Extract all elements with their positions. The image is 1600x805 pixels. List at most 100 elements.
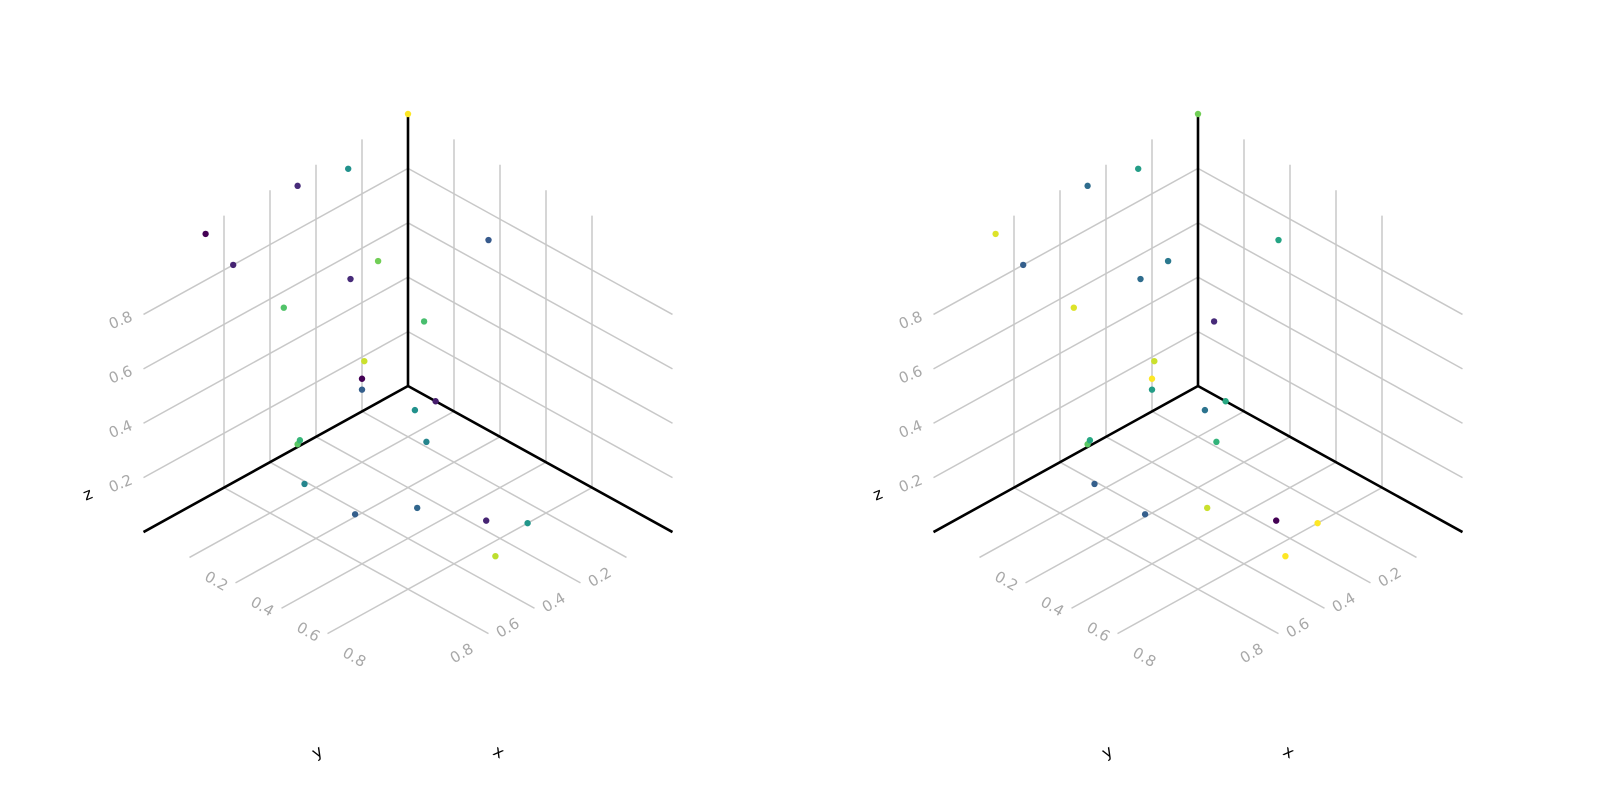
data-point xyxy=(361,357,368,365)
axes xyxy=(142,114,674,534)
grid-line xyxy=(1197,222,1463,370)
x-tick-label: 0.4 xyxy=(248,593,278,621)
data-point xyxy=(1148,375,1156,382)
x-tick-label: 0.8 xyxy=(1130,644,1160,672)
grid-line xyxy=(979,410,1245,559)
data-point xyxy=(1084,182,1091,190)
grid-lines xyxy=(933,139,1463,635)
grid-line xyxy=(407,330,673,479)
axes xyxy=(932,114,1464,534)
data-point xyxy=(404,110,412,118)
x-axis-line xyxy=(407,384,674,534)
data-point xyxy=(1222,398,1229,405)
y-axis-label: y xyxy=(308,741,326,762)
data-point xyxy=(1148,386,1156,393)
data-point xyxy=(1282,552,1289,560)
z-axis-label: z xyxy=(80,484,95,505)
data-points xyxy=(992,110,1321,560)
grid-line xyxy=(235,436,501,584)
y-axis-label: y xyxy=(1098,741,1116,762)
data-point xyxy=(1135,165,1142,172)
grid-line xyxy=(1059,461,1325,609)
grid-line xyxy=(223,486,489,635)
y-tick-label: 0.4 xyxy=(1329,589,1359,617)
data-point xyxy=(280,304,287,311)
data-point xyxy=(294,182,301,190)
tick-labels: 0.2 0.4 0.6 0.8 0.2 0.4 0.6 0.8 0.2 0.4 0.6 0.8 xyxy=(106,307,614,671)
y-tick-label: 0.2 xyxy=(1375,563,1405,591)
z-axis-label: z xyxy=(870,484,885,505)
y-tick-label: 0.6 xyxy=(1283,614,1313,642)
tick-labels: 0.2 0.4 0.6 0.8 0.2 0.4 0.6 0.8 0.2 0.4 0.6 0.8 xyxy=(896,307,1404,671)
grid-line xyxy=(269,461,535,609)
grid-line xyxy=(1105,436,1371,584)
grid-line xyxy=(1025,436,1291,584)
grid-line xyxy=(327,486,593,635)
z-tick-label: 0.4 xyxy=(896,416,925,442)
z-tick-label: 0.8 xyxy=(106,307,135,333)
data-points xyxy=(202,110,531,560)
grid-lines xyxy=(143,139,673,635)
grid-line xyxy=(315,436,581,584)
x-tick-label: 0.8 xyxy=(340,644,370,672)
data-point xyxy=(423,438,430,446)
grid-line xyxy=(1013,486,1279,635)
chart-panel-2: 0.2 0.4 0.6 0.8 0.2 0.4 0.6 0.8 0.2 0.4 0.6 0.8 x y z xyxy=(870,110,1464,762)
y-tick-label: 0.8 xyxy=(447,640,477,668)
grid-line xyxy=(143,330,409,479)
grid-line xyxy=(1197,167,1463,316)
grid-line xyxy=(1197,276,1463,424)
data-point xyxy=(1314,519,1321,527)
x-tick-label: 0.6 xyxy=(1084,618,1114,646)
data-point xyxy=(1194,110,1202,118)
x-axis-label: x xyxy=(1280,741,1298,762)
data-point xyxy=(358,375,366,382)
z-tick-label: 0.4 xyxy=(106,416,135,442)
data-point xyxy=(992,230,999,238)
data-point xyxy=(202,230,209,238)
data-point xyxy=(524,519,531,527)
grid-line xyxy=(1197,330,1463,479)
data-point xyxy=(492,552,499,560)
data-point xyxy=(1020,261,1027,269)
grid-line xyxy=(1151,410,1417,559)
y-axis-line xyxy=(932,384,1199,534)
data-point xyxy=(1151,357,1158,365)
y-axis-line xyxy=(142,384,409,534)
x-tick-label: 0.6 xyxy=(294,618,324,646)
data-point xyxy=(483,517,490,524)
grid-line xyxy=(407,222,673,370)
data-point xyxy=(1275,236,1282,244)
data-point xyxy=(1201,406,1209,414)
data-point xyxy=(351,511,359,518)
chart-panel-1: 0.2 0.4 0.6 0.8 0.2 0.4 0.6 0.8 0.2 0.4 0.6 0.8 x y z xyxy=(80,110,674,762)
grid-line xyxy=(407,276,673,424)
data-point xyxy=(1204,504,1211,512)
data-point xyxy=(1070,304,1078,311)
data-point xyxy=(485,236,492,244)
y-tick-label: 0.6 xyxy=(493,614,523,642)
data-point xyxy=(1210,318,1218,325)
data-point xyxy=(301,480,308,488)
data-point xyxy=(1164,257,1172,265)
z-tick-label: 0.6 xyxy=(106,362,135,388)
x-tick-label: 0.2 xyxy=(202,567,232,595)
grid-line xyxy=(143,167,409,316)
data-point xyxy=(1091,480,1098,488)
data-point xyxy=(345,165,352,172)
grid-line xyxy=(189,410,455,559)
grid-line xyxy=(933,222,1199,370)
data-point xyxy=(1086,437,1094,444)
data-point xyxy=(1137,275,1144,283)
data-point xyxy=(374,257,382,265)
x-axis-line xyxy=(1197,384,1464,534)
y-tick-label: 0.2 xyxy=(585,563,615,591)
z-tick-label: 0.6 xyxy=(896,362,925,388)
data-point xyxy=(432,398,439,405)
z-tick-label: 0.8 xyxy=(896,307,925,333)
grid-line xyxy=(361,410,627,559)
grid-line xyxy=(143,222,409,370)
y-tick-label: 0.4 xyxy=(539,589,569,617)
